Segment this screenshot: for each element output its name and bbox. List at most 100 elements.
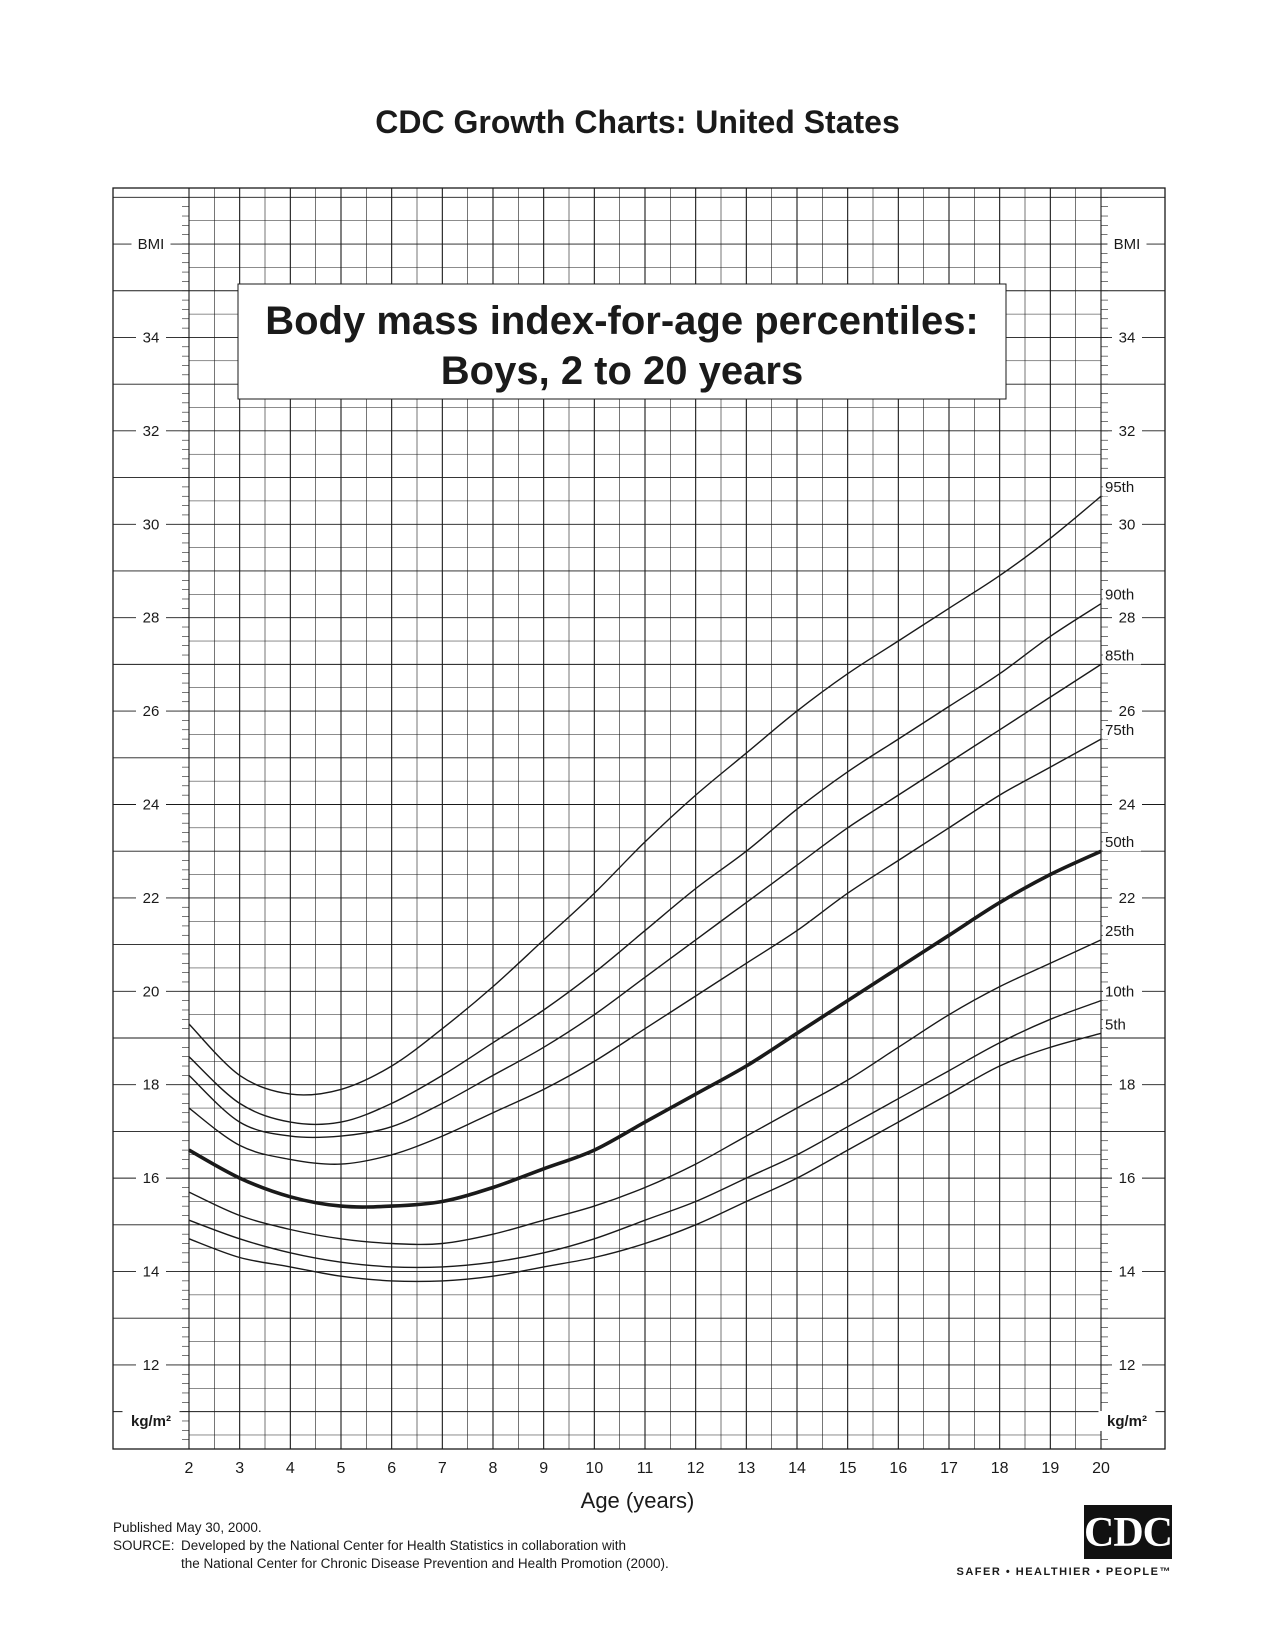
y-tick-label-left: 20 [143, 983, 160, 1000]
tick-label-bg [1112, 701, 1142, 722]
percentile-curve-10th [188, 999, 1102, 1269]
x-tick-label: 14 [788, 1460, 806, 1477]
tick-label-bg [136, 514, 166, 535]
y-tick-label-left: 30 [143, 516, 160, 533]
y-tick-label-right: 30 [1119, 516, 1136, 533]
tick-label-bg [136, 701, 166, 722]
series-label-75th: 75th [1105, 722, 1134, 739]
x-tick-label: 18 [991, 1460, 1009, 1477]
series-label-bg [1103, 646, 1141, 665]
x-tick-label: 9 [539, 1460, 548, 1477]
y-tick-label-right: 16 [1119, 1170, 1136, 1187]
percentile-curves: 95th 90th 85th 75th 50th 25th 10th 5th [188, 478, 1141, 1283]
tick-label-bg [1112, 794, 1142, 815]
series-label-bg [1103, 585, 1141, 604]
cdc-logo-text: CDC [1084, 1510, 1173, 1556]
tick-label-bg [136, 327, 166, 348]
tick-label-bg [136, 794, 166, 815]
percentile-curve-95th [188, 495, 1102, 1096]
tick-label-bg [1112, 420, 1142, 441]
y-tick-label-right: 18 [1119, 1077, 1136, 1094]
y-tick-label-left: 34 [143, 329, 160, 346]
y-tick-label-right: 32 [1119, 423, 1136, 440]
x-tick-label: 19 [1041, 1460, 1059, 1477]
source-line-2: the National Center for Chronic Disease … [181, 1556, 669, 1571]
x-axis-title: Age (years) [580, 1488, 695, 1513]
percentile-curve-75th [188, 738, 1102, 1165]
cdc-tagline: SAFER • HEALTHIER • PEOPLE™ [956, 1566, 1172, 1578]
y-tick-label-left: 28 [143, 610, 160, 627]
tick-label-bg [1112, 514, 1142, 535]
tick-label-bg [136, 887, 166, 908]
tick-label-bg [1112, 1074, 1142, 1095]
tick-label-bg [122, 1410, 180, 1431]
y-axis-label-top-right: BMI [1114, 236, 1141, 253]
footer: Published May 30, 2000. SOURCE: Develope… [113, 1519, 669, 1573]
chart-frame [112, 187, 1166, 1450]
tick-label-bg [136, 1074, 166, 1095]
x-tick-label: 16 [889, 1460, 907, 1477]
x-tick-label: 5 [337, 1460, 346, 1477]
percentile-curve-5th [188, 1032, 1102, 1283]
y-tick-label-left: 16 [143, 1170, 160, 1187]
series-label-bg [1103, 833, 1141, 852]
series-label-10th: 10th [1105, 984, 1134, 1001]
y-tick-label-right: 34 [1119, 329, 1136, 346]
x-tick-label: 4 [286, 1460, 295, 1477]
y-tick-label-right: 22 [1119, 890, 1136, 907]
x-tick-label: 3 [235, 1460, 244, 1477]
series-label-90th: 90th [1105, 587, 1134, 604]
tick-label-bg [136, 1168, 166, 1189]
cdc-logo-mark: CDC [1084, 1505, 1173, 1559]
y-tick-label-right: 24 [1119, 796, 1136, 813]
x-tick-label: 7 [438, 1460, 447, 1477]
y-tick-label-left: 32 [143, 423, 160, 440]
y-tick-label-left: 18 [143, 1077, 160, 1094]
source-line-1: Developed by the National Center for Hea… [181, 1538, 626, 1553]
x-tick-label: 10 [585, 1460, 603, 1477]
x-tick-label: 13 [737, 1460, 755, 1477]
x-tick-labels: 2 3 4 5 6 7 8 9 10 11 12 13 14 15 16 17 18 19 20 [185, 1460, 1110, 1477]
series-label-95th: 95th [1105, 479, 1134, 496]
tick-label-bg [1107, 234, 1147, 255]
series-label-bg [1103, 982, 1141, 1001]
chart-subtitle: Boys, 2 to 20 years [441, 349, 803, 393]
series-label-bg [1103, 1015, 1141, 1034]
series-label-bg [1103, 921, 1141, 940]
tick-label-bg [136, 1261, 166, 1282]
published-note: Published May 30, 2000. [113, 1520, 262, 1535]
y-tick-label-right: 26 [1119, 703, 1136, 720]
tick-label-bg [136, 981, 166, 1002]
tick-label-bg [1112, 1354, 1142, 1375]
series-label-5th: 5th [1105, 1016, 1126, 1033]
x-tick-label: 12 [687, 1460, 705, 1477]
x-tick-label: 20 [1092, 1460, 1110, 1477]
tick-label-bg [1112, 887, 1142, 908]
source-label: SOURCE: [113, 1538, 175, 1553]
series-label-85th: 85th [1105, 647, 1134, 664]
percentile-curve-50th [188, 849, 1102, 1209]
y-axis-label-top-left: BMI [138, 236, 165, 253]
y-tick-label-left: 22 [143, 890, 160, 907]
series-label-bg [1103, 478, 1141, 497]
percentile-curve-25th [188, 939, 1102, 1246]
source-text: Developed by the National Center for Hea… [181, 1537, 669, 1573]
y-tick-label-left: 24 [143, 796, 160, 813]
percentile-curve-90th [188, 603, 1102, 1126]
tick-label-bg [1112, 1168, 1142, 1189]
tick-label-bg [136, 420, 166, 441]
y-tick-label-right: 12 [1119, 1357, 1136, 1374]
x-tick-label: 8 [489, 1460, 498, 1477]
series-label-25th: 25th [1105, 923, 1134, 940]
x-tick-label: 2 [185, 1460, 194, 1477]
tick-label-bg [136, 1354, 166, 1375]
y-tick-label-left: 14 [143, 1264, 160, 1281]
x-tick-label: 6 [387, 1460, 396, 1477]
chart-title-frame [237, 283, 1007, 400]
tick-label-bg [136, 607, 166, 628]
tick-label-bg [1112, 327, 1142, 348]
y-tick-label-left: 26 [143, 703, 160, 720]
x-tick-label: 15 [839, 1460, 857, 1477]
y-axis-label-bottom-left: kg/m² [131, 1413, 171, 1430]
x-tick-label: 11 [637, 1460, 654, 1477]
